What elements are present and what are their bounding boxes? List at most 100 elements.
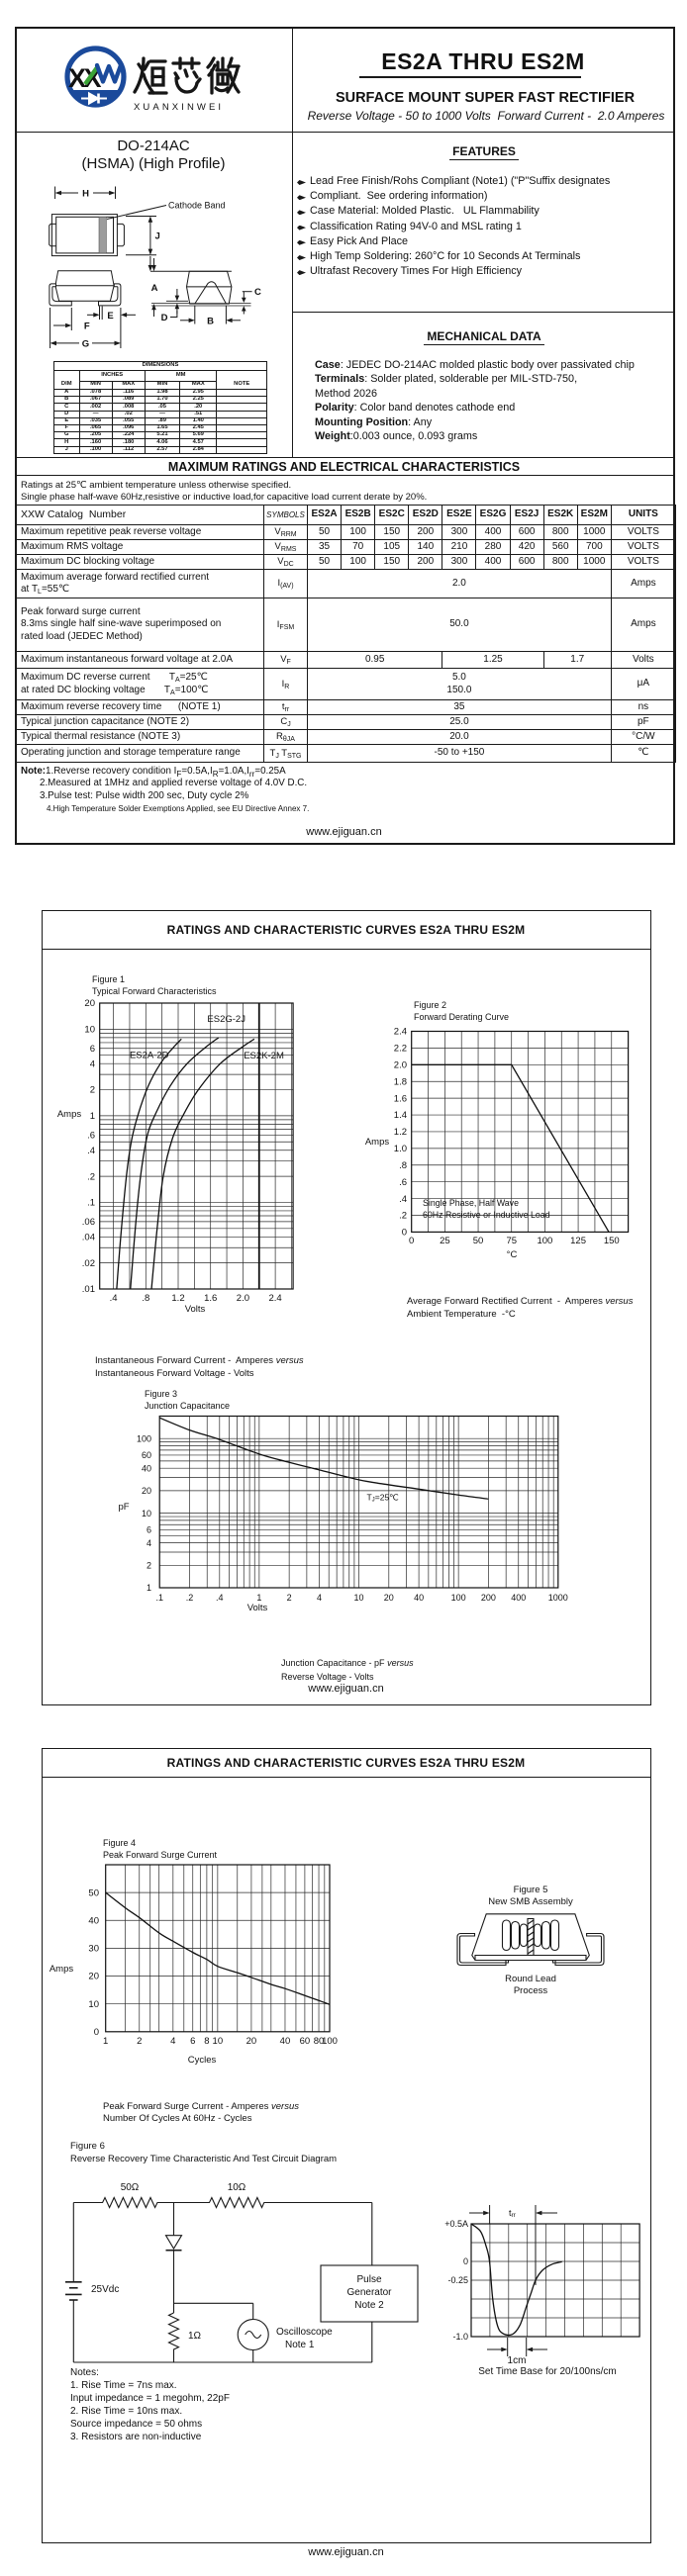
resistor-50-label: 50Ω (121, 2182, 140, 2193)
doc-tagline: Reverse Voltage - 50 to 1000 Volts Forwa… (307, 109, 665, 123)
svg-text:.2: .2 (87, 1171, 95, 1182)
dims-data-cell: 2.45 (179, 423, 218, 433)
dims-data-cell: .51 (179, 410, 218, 418)
svg-text:1: 1 (90, 1111, 95, 1122)
svg-text:1.2: 1.2 (171, 1293, 184, 1304)
rating-label-cell: Maximum repetitive peak reverse voltage (15, 524, 264, 540)
ratings-table-wrap: XXW Catalog Number SYMBOLS ES2A ES2B ES2C ES2… (15, 505, 676, 763)
units-header-cell: UNITS (610, 505, 676, 525)
fig3-ylabel: pF (118, 1502, 130, 1513)
svg-text:200: 200 (481, 1593, 496, 1603)
trr-label: trr (509, 2208, 517, 2219)
mech-line: Mounting Position: Any (315, 415, 433, 428)
dims-data-cell: .089 (111, 396, 146, 405)
svg-text:4: 4 (170, 2036, 175, 2047)
fig1-title: Figure 1 Typical Forward Characteristics (92, 974, 217, 996)
chart-fig3: .1 .2 .4 1 2 4 10 20 40 100 200 400 1000 100 60 40 20 10 6… (137, 1415, 568, 1603)
diamond-bullet-icon (297, 180, 306, 185)
svg-text:6: 6 (147, 1525, 151, 1535)
svg-text:2.2: 2.2 (394, 1044, 407, 1055)
svg-text:50: 50 (88, 1887, 99, 1898)
ratings-row: Typical junction capacitance (NOTE 2) CJ 2… (15, 714, 676, 730)
svg-text:.2: .2 (186, 1593, 194, 1603)
dim-label-h: H (82, 189, 89, 200)
svg-text:1.8: 1.8 (394, 1076, 407, 1087)
dims-data-cell (216, 445, 267, 454)
resistor-10-label: 10Ω (228, 2182, 246, 2193)
page2-header-rule (42, 949, 650, 951)
fig1-xlabel: Volts (184, 1304, 206, 1315)
chart-fig6wave: +0.5A 0 -0.25 -1.0 (444, 2219, 640, 2342)
svg-text:20: 20 (88, 1972, 99, 1982)
svg-text:.4: .4 (110, 1293, 118, 1304)
fig4-xlabel: Cycles (187, 2055, 217, 2066)
svg-text:20: 20 (84, 998, 95, 1009)
dims-group-row: INCHES MM (53, 369, 267, 382)
dim-label-c: C (254, 287, 261, 298)
fig6-notes: Notes: 1. Rise Time = 7ns max. Input imp… (70, 2367, 230, 2442)
svg-text:4: 4 (317, 1593, 322, 1603)
svg-text:TJ=25℃: TJ=25℃ (366, 1493, 399, 1504)
dims-data-cell (216, 416, 267, 425)
mech-line: Terminals: Solder plated, solderable per… (315, 373, 578, 386)
svg-text:1.4: 1.4 (394, 1110, 407, 1121)
svg-text:.4: .4 (399, 1194, 407, 1205)
dims-data-cell: 2.84 (179, 445, 218, 454)
diamond-bullet-icon (297, 210, 306, 216)
svg-text:400: 400 (511, 1593, 526, 1603)
features-list: Lead Free Finish/Rohs Compliant (Note1) … (294, 175, 674, 280)
svg-text:.8: .8 (142, 1293, 149, 1304)
mech-line: Case: JEDEC DO-214AC molded plastic body… (315, 359, 635, 371)
rating-label-cell: Maximum DC blocking voltage (15, 554, 264, 570)
dims-data-cell: .116 (111, 388, 146, 398)
ratings-table: XXW Catalog Number SYMBOLS ES2A ES2B ES2C ES2… (15, 505, 676, 763)
note-line: 2.Measured at 1MHz and applied reverse v… (40, 778, 308, 788)
dimension-arrowheads (49, 190, 246, 346)
svg-text:8: 8 (204, 2036, 209, 2047)
dims-data-cell (216, 410, 267, 418)
fig4-title: Figure 4 Peak Forward Surge Current (103, 1838, 218, 1860)
mech-line: Polarity: Color band denotes cathode end (315, 402, 516, 414)
mechanical-lines: Case: JEDEC DO-214AC molded plastic body… (315, 358, 671, 443)
svg-text:.6: .6 (87, 1131, 95, 1142)
dims-data-row: J .100.112 2.57 2.84 (53, 445, 267, 454)
dims-data-cell: .20 (179, 403, 218, 412)
svg-text:4: 4 (147, 1538, 151, 1548)
svg-text:2.4: 2.4 (269, 1293, 282, 1304)
diamond-bullet-icon (297, 270, 306, 276)
svg-text:0: 0 (94, 2027, 99, 2038)
dims-group-cell: INCHES (78, 369, 146, 382)
svg-text:40: 40 (414, 1593, 424, 1603)
package-drawing: H J A D B C E F G Cathode Band (49, 186, 261, 349)
dims-data-cell (216, 431, 267, 440)
oscilloscope-label: Oscilloscope (276, 2327, 333, 2338)
feature-item: Ultrafast Recovery Times For High Effici… (294, 265, 674, 280)
fig2-ylabel: Amps (364, 1137, 390, 1148)
doc-title-underline (359, 76, 581, 78)
svg-text:40: 40 (280, 2036, 291, 2047)
generator-label: Generator (346, 2287, 392, 2298)
logo-latin-name: XUANXINWEI (134, 102, 224, 113)
rating-label-cell: Maximum RMS voltage (15, 539, 264, 555)
svg-text:20: 20 (246, 2036, 257, 2047)
svg-text:20: 20 (142, 1486, 151, 1496)
doc-title: ES2A THRU ES2M (381, 48, 585, 74)
fig3-xlabel: Volts (246, 1603, 268, 1613)
rating-unit-cell: Amps (610, 569, 676, 598)
ratings-bar-bottom (15, 475, 673, 477)
rating-label-cell: Maximum instantaneous forward voltage at… (15, 651, 264, 669)
page3-border (42, 1748, 651, 2543)
feature-item: Compliant. See ordering information) (294, 190, 674, 205)
logo-diode-icon (81, 91, 107, 106)
svg-text:0: 0 (402, 1228, 407, 1239)
diamond-bullet-icon (297, 225, 306, 230)
fig3-title: Figure 3 Junction Capacitance (145, 1389, 231, 1411)
rating-symbol-cell: TJ TSTG (263, 744, 308, 763)
dims-data-cell: .008 (111, 403, 146, 412)
chart-fig1: .4.8 1.2 1.6 2.0 2.420106421.6.4.2.1.06.04.0… (82, 998, 294, 1304)
svg-text:100: 100 (137, 1433, 151, 1443)
page2-footer-url: www.ejiguan.cn (308, 1683, 384, 1695)
svg-text:.1: .1 (87, 1198, 95, 1209)
rating-symbol-cell: CJ (263, 714, 308, 730)
